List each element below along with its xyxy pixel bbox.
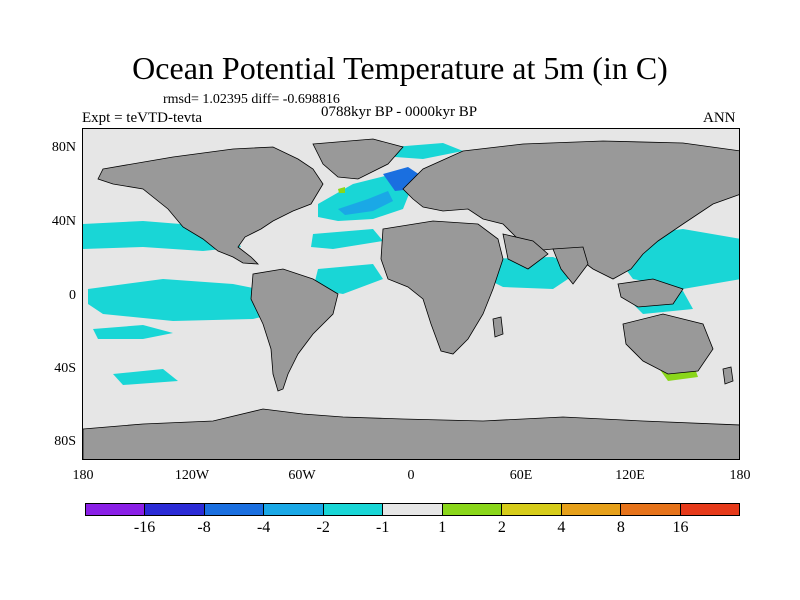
new-zealand bbox=[722, 366, 734, 385]
eurasia bbox=[402, 140, 739, 280]
lon-tick-120w: 120W bbox=[174, 468, 210, 483]
lat-tick-40s: 40S bbox=[54, 361, 76, 376]
colorbar-box bbox=[442, 504, 503, 515]
colorbar-label: 8 bbox=[616, 519, 625, 536]
colorbar-box bbox=[204, 504, 265, 515]
world-map bbox=[83, 138, 739, 459]
stats-line: rmsd= 1.02395 diff= -0.698816 bbox=[163, 92, 340, 107]
lat-tick-80s: 80S bbox=[54, 434, 76, 449]
colorbar-label: -8 bbox=[197, 519, 211, 536]
lon-tick-180w: 180 bbox=[72, 468, 94, 483]
lat-tick-80n: 80N bbox=[51, 140, 76, 155]
colorbar-label: -4 bbox=[256, 519, 271, 536]
india bbox=[552, 246, 589, 285]
colorbar-box bbox=[680, 504, 739, 515]
greenland bbox=[312, 138, 404, 180]
south-atlantic-cool-band bbox=[311, 229, 383, 249]
colorbar-box bbox=[145, 504, 205, 515]
indian-ocean-cool-region bbox=[483, 257, 583, 289]
north-atlantic-deep-patch bbox=[338, 191, 393, 215]
colorbar-box bbox=[561, 504, 622, 515]
lat-tick-40n: 40N bbox=[51, 214, 76, 229]
experiment-label: Expt = teVTD-tevta bbox=[82, 110, 203, 126]
colorbar-label: 16 bbox=[672, 519, 689, 536]
colorbar-box bbox=[86, 504, 146, 515]
colorbar-box bbox=[323, 504, 384, 515]
equatorial-pacific-cool-band bbox=[88, 279, 293, 321]
small-warm-patch-atlantic bbox=[338, 187, 345, 193]
lat-tick-0: 0 bbox=[69, 288, 76, 303]
africa bbox=[380, 220, 504, 355]
lon-tick-180e: 180 bbox=[729, 468, 751, 483]
arabia bbox=[502, 233, 549, 270]
map-panel bbox=[82, 128, 740, 460]
lon-tick-120e: 120E bbox=[615, 468, 645, 483]
colorbar-label: -16 bbox=[133, 519, 156, 536]
south-pacific-cool-patch bbox=[93, 325, 173, 339]
colorbar-box bbox=[383, 504, 443, 515]
arctic-cool-patch bbox=[393, 143, 463, 159]
colorbar-label: 2 bbox=[497, 519, 506, 536]
colorbar-label: 1 bbox=[438, 519, 447, 536]
australia bbox=[622, 313, 714, 375]
lon-tick-60e: 60E bbox=[509, 468, 533, 483]
southeast-asia-islands bbox=[617, 278, 684, 308]
colorbar-box bbox=[264, 504, 324, 515]
antarctica bbox=[83, 408, 739, 459]
lon-tick-60w: 60W bbox=[288, 468, 316, 483]
land-masses bbox=[83, 138, 739, 459]
colorbar-box bbox=[502, 504, 562, 515]
map-title: Ocean Potential Temperature at 5m (in C) bbox=[132, 50, 668, 86]
season-label: ANN bbox=[703, 110, 736, 126]
colorbar bbox=[85, 503, 740, 516]
colorbar-label: 4 bbox=[557, 519, 566, 536]
lon-tick-0: 0 bbox=[407, 468, 415, 483]
colorbar-label: -2 bbox=[316, 519, 330, 536]
north-america bbox=[97, 146, 324, 265]
period-label: 0788kyr BP - 0000kyr BP bbox=[321, 104, 478, 120]
tropical-atlantic-cool-band bbox=[313, 264, 383, 294]
south-east-pacific-cool-patch bbox=[113, 369, 178, 385]
colorbar-box bbox=[621, 504, 681, 515]
colorbar-label: -1 bbox=[376, 519, 390, 536]
south-america bbox=[250, 268, 339, 392]
madagascar bbox=[492, 316, 504, 338]
